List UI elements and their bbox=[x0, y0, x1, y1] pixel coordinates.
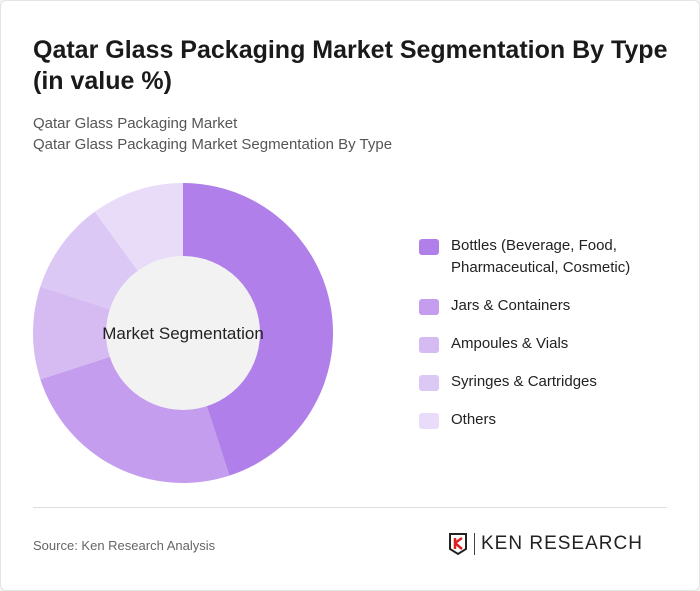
legend-swatch bbox=[419, 375, 439, 391]
subtitle-market: Qatar Glass Packaging Market bbox=[33, 115, 238, 132]
legend-label: Bottles (Beverage, Food, Pharmaceutical,… bbox=[451, 237, 631, 276]
legend-swatch bbox=[419, 337, 439, 353]
legend-swatch bbox=[419, 299, 439, 315]
legend-item[interactable]: Ampoules & Vials bbox=[419, 333, 679, 355]
chart-title: Qatar Glass Packaging Market Segmentatio… bbox=[33, 36, 668, 95]
legend-label: Jars & Containers bbox=[451, 297, 571, 314]
legend-label: Syringes & Cartridges bbox=[451, 373, 597, 390]
legend-item[interactable]: Others bbox=[419, 409, 679, 431]
center-label: Market Segmentation bbox=[102, 324, 264, 343]
ken-research-logo: KEN RESEARCH bbox=[448, 532, 643, 556]
legend-item[interactable]: Jars & Containers bbox=[419, 295, 679, 317]
legend-label: Others bbox=[451, 411, 497, 428]
ken-logo-icon bbox=[449, 533, 467, 556]
legend-item[interactable]: Bottles (Beverage, Food, Pharmaceutical,… bbox=[419, 235, 679, 279]
legend-item[interactable]: Syringes & Cartridges bbox=[419, 371, 679, 393]
donut-center bbox=[106, 256, 260, 410]
legend-swatch bbox=[419, 413, 439, 429]
logo-text: KEN RESEARCH bbox=[474, 533, 643, 555]
donut-chart: Market Segmentation bbox=[33, 183, 334, 484]
divider bbox=[33, 507, 667, 508]
source-note: Source: Ken Research Analysis bbox=[33, 538, 216, 553]
legend-label: Ampoules & Vials bbox=[451, 335, 569, 352]
legend-swatch bbox=[419, 239, 439, 255]
subtitle-segmentation: Qatar Glass Packaging Market Segmentatio… bbox=[33, 136, 393, 153]
legend: Bottles (Beverage, Food, Pharmaceutical,… bbox=[419, 235, 679, 447]
